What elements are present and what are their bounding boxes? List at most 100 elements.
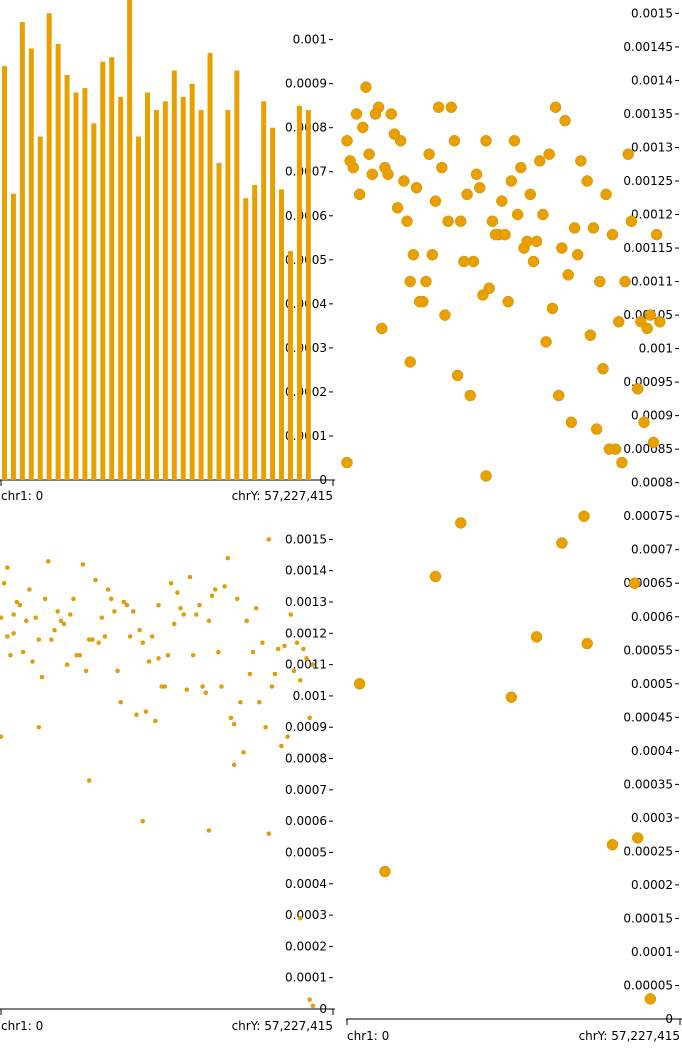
scatter-point: [357, 121, 369, 134]
bar: [109, 57, 115, 480]
scatter-point: [628, 577, 641, 589]
scatter-point: [445, 101, 458, 114]
y-tick-label: 0.0007: [631, 543, 673, 557]
y-tick-label: 0.00095: [623, 375, 673, 389]
scatter-point: [436, 161, 448, 174]
scatter-point: [285, 734, 290, 739]
scatter-point: [68, 612, 73, 617]
scatter-point: [235, 596, 240, 602]
scatter-point: [559, 114, 571, 127]
bar: [144, 92, 150, 481]
scatter-point: [244, 618, 249, 624]
scatter-point: [42, 596, 48, 602]
x-start-label: chr1: 0: [347, 1029, 389, 1043]
scatter-point: [654, 316, 666, 328]
bar: [82, 88, 88, 480]
scatter-point: [650, 228, 663, 241]
bar: [55, 44, 61, 481]
genome-bar-panel: 00.00010.00020.00030.00040.00050.00060.0…: [0, 0, 335, 503]
y-tick-label: 0.0005: [285, 845, 327, 859]
scatter-point: [5, 634, 10, 639]
scatter-point: [556, 242, 568, 254]
y-tick-label: 0.001: [293, 689, 327, 703]
scatter-point: [404, 356, 416, 368]
scatter-point: [231, 721, 237, 727]
y-tick-label: 0.00055: [623, 643, 673, 657]
bar: [225, 110, 231, 481]
scatter-point: [448, 135, 461, 147]
scatter-point: [20, 649, 26, 655]
y-tick-label: 0: [319, 473, 327, 487]
scatter-point: [304, 656, 309, 661]
bar: [118, 96, 124, 480]
bar: [279, 189, 285, 481]
scatter-point: [140, 818, 145, 824]
y-tick-label: 0.0003: [285, 908, 327, 922]
scatter-point: [203, 690, 208, 696]
x-start-label: chr1: 0: [1, 489, 43, 503]
scatter-point: [5, 565, 10, 570]
scatter-point: [17, 602, 23, 608]
x-end-label: chrY: 57,227,415: [579, 1029, 680, 1043]
scatter-point: [407, 249, 420, 261]
scatter-point: [638, 416, 650, 429]
scatter-point: [606, 228, 619, 241]
bar: [198, 110, 204, 481]
scatter-point: [363, 148, 375, 160]
y-tick-label: 0.00035: [623, 777, 673, 791]
scatter-point: [401, 215, 413, 227]
bar: [73, 92, 79, 481]
y-tick-label: 0.00115: [623, 241, 673, 255]
scatter-point: [225, 555, 231, 561]
scatter-point: [455, 215, 467, 227]
scatter-point: [11, 612, 16, 617]
scatter-point: [222, 584, 227, 589]
scatter-point: [461, 188, 473, 201]
scatter-point: [1, 580, 7, 586]
scatter-point: [64, 662, 70, 667]
scatter-point: [238, 699, 243, 705]
scatter-point: [257, 699, 262, 705]
scatter-point: [23, 618, 29, 624]
y-tick-label: 0.0007: [285, 783, 327, 797]
scatter-point: [253, 606, 259, 611]
bar: [2, 66, 7, 480]
scatter-point: [219, 684, 224, 689]
scatter-point: [39, 674, 45, 680]
scatter-point: [480, 470, 492, 482]
bar: [10, 193, 16, 480]
scatter-point: [112, 609, 117, 614]
scatter-point: [143, 709, 149, 714]
bar: [180, 96, 186, 480]
scatter-point: [197, 602, 202, 608]
scatter-point: [420, 275, 432, 288]
scatter-point: [93, 577, 98, 583]
y-tick-label: 0.0004: [285, 877, 327, 891]
scatter-point: [30, 659, 35, 664]
y-tick-label: 0.001: [639, 342, 673, 356]
scatter-point: [175, 590, 180, 595]
y-tick-label: 0.0015: [285, 532, 327, 546]
scatter-point: [606, 838, 619, 851]
scatter-point: [502, 295, 514, 308]
scatter-point: [90, 637, 95, 642]
scatter-point: [641, 322, 653, 335]
scatter-point: [442, 215, 454, 227]
scatter-point: [275, 646, 281, 652]
bar: [234, 70, 240, 481]
scatter-point: [279, 743, 284, 749]
bar: [270, 127, 276, 480]
bar: [127, 0, 133, 480]
y-tick-label: 0.001: [293, 33, 327, 47]
bar: [243, 198, 249, 480]
scatter-point: [631, 832, 644, 844]
scatter-point: [398, 175, 410, 187]
scatter-point: [379, 865, 391, 878]
scatter-point: [272, 671, 278, 677]
scatter-point: [391, 202, 404, 214]
scatter-point: [0, 615, 4, 620]
scatter-point: [96, 640, 101, 645]
scatter-point: [36, 724, 42, 730]
scatter-point: [527, 255, 540, 268]
